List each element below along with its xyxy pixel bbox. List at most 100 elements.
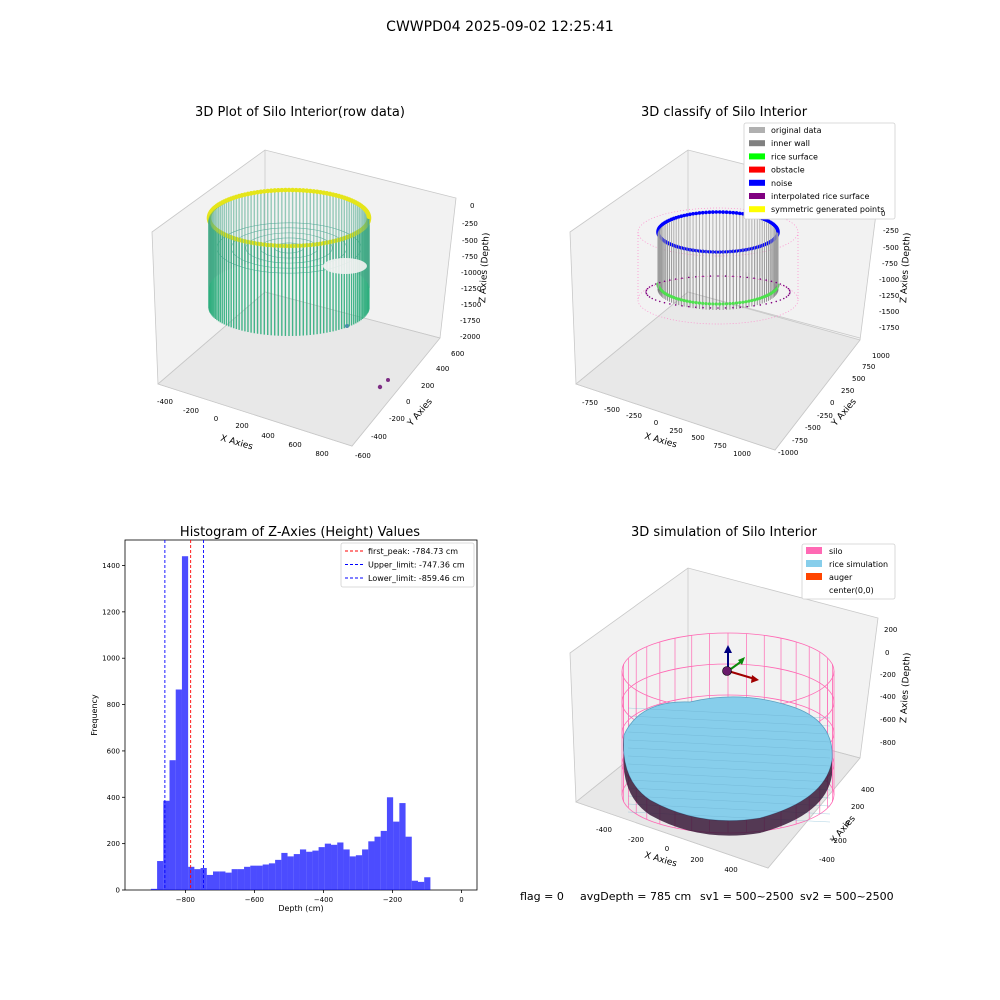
noise-point: [734, 211, 739, 215]
histogram-x-label: Depth (cm): [278, 904, 323, 913]
histogram-bar: [206, 874, 213, 890]
raw-wall-point: [286, 187, 292, 193]
rice-simulation-surface: [623, 696, 833, 836]
classify-x-tick: -750: [582, 399, 598, 407]
noise-point: [694, 211, 699, 216]
raw-z-ticks: 0 -250 -500 -750 -1000 -1250 -1500 -1750…: [460, 202, 481, 341]
classify-gridline: [575, 291, 689, 385]
raw-y-ticks: -600 -400 -200 0 200 400 600: [355, 350, 464, 460]
noise-point: [776, 229, 780, 233]
classify-legend-swatch: [749, 206, 765, 213]
interpolated-point: [694, 275, 697, 278]
flag-value: flag = 0: [520, 890, 564, 903]
interpolated-point: [702, 275, 704, 278]
histogram-bar: [424, 877, 431, 890]
histogram-y-tick-label: 1200: [102, 608, 120, 616]
interpolated-point: [785, 286, 788, 288]
raw-y-tick: -600: [355, 452, 371, 460]
simulation-legend-label: auger: [829, 573, 853, 582]
simulation-legend-swatch: [806, 547, 822, 554]
rice-surface-point: [728, 302, 732, 306]
classify-legend-label: interpolated rice surface: [771, 192, 869, 201]
interpolated-point: [651, 284, 654, 287]
noise-point: [679, 214, 684, 218]
simulation-legend-swatch: [806, 560, 822, 567]
interpolated-point: [765, 279, 767, 281]
interpolated-point: [788, 289, 791, 292]
interpolated-point: [732, 306, 734, 309]
simulation-z-tick: -400: [880, 693, 896, 701]
histogram-bar: [219, 871, 226, 890]
raw-wall-point: [307, 188, 313, 194]
raw-wall-point: [283, 187, 288, 193]
histogram-bar: [393, 821, 400, 890]
simulation-legend-swatch: [806, 586, 822, 593]
rice-surface-point: [758, 296, 762, 300]
simulation-y-tick: 0: [845, 820, 849, 828]
panel-histogram: Histogram of Z-Axies (Height) Values −80…: [90, 525, 478, 913]
noise-point: [731, 210, 736, 215]
simulation-x-tick: -200: [628, 836, 644, 844]
raw-gap: [323, 258, 367, 274]
interpolated-point: [669, 279, 671, 281]
noise-point: [707, 210, 712, 215]
raw-z-label: Z Axies (Depth): [478, 232, 492, 303]
panel-simulation-3d: 3D simulation of Silo Interior silo rice …: [569, 525, 913, 874]
noise-point: [700, 210, 705, 215]
raw-wall-points: [206, 187, 372, 336]
simulation-legend-frame: [801, 543, 896, 600]
classify-x-tick: 250: [669, 427, 682, 435]
center-marker: [722, 666, 732, 676]
interpolated-point: [788, 292, 791, 295]
raw-wall-point: [304, 188, 310, 194]
raw-z-tick: -500: [462, 237, 478, 245]
rice-surface-point: [741, 300, 745, 304]
histogram-bar: [175, 689, 182, 890]
classify-y-tick: 1000: [872, 352, 890, 360]
classify-legend-swatch: [749, 193, 765, 199]
raw-z-tick: -1500: [461, 301, 481, 309]
rice-surface-point: [744, 300, 748, 304]
rice-surface-mesh-line: [627, 707, 831, 719]
interpolated-point: [645, 291, 647, 293]
rice-surface-point: [714, 302, 718, 306]
histogram-bar: [374, 836, 381, 890]
noise-point: [721, 210, 725, 214]
interpolated-point: [775, 281, 778, 284]
histogram-bar: [231, 869, 238, 890]
histogram-bar: [262, 864, 269, 890]
raw-wall-point: [293, 187, 299, 193]
histogram-title: Histogram of Z-Axies (Height) Values: [180, 525, 420, 540]
simulation-y-tick: 400: [861, 786, 874, 794]
histogram-y-ticks: 0 200 400 600 800 1000 1200 1400: [102, 562, 125, 895]
histogram-bar: [318, 847, 325, 890]
histogram-x-tick-label: −800: [176, 896, 195, 904]
histogram-bar: [337, 842, 344, 890]
classify-legend-swatch: [749, 153, 765, 160]
classify-y-ticks: -1000 -750 -500 -250 0 250 500 750 1000: [778, 352, 890, 457]
noise-point: [685, 213, 689, 217]
rice-surface-point: [750, 298, 754, 303]
simulation-legend-label: center(0,0): [829, 586, 874, 595]
interpolated-point: [787, 294, 790, 297]
interpolated-point: [717, 307, 719, 309]
raw-x-tick: 800: [315, 450, 328, 458]
raw-outlier-point: [386, 378, 390, 382]
histogram-bar: [380, 830, 387, 890]
simulation-z-label: Z Axies (Depth): [899, 652, 913, 723]
panel-raw-3d: 3D Plot of Silo Interior(row data) -400 …: [151, 105, 492, 460]
avg-depth-value: avgDepth = 785 cm: [580, 890, 691, 903]
raw-y-tick: -400: [371, 433, 387, 441]
rice-surface-point: [731, 301, 735, 305]
histogram-legend-frame: [340, 542, 475, 588]
classify-y-tick: -250: [817, 412, 833, 420]
sv1-value: sv1 = 500~2500: [700, 890, 794, 903]
rice-surface-point: [755, 297, 759, 301]
rice-surface-point: [734, 301, 739, 305]
interpolated-point: [709, 307, 712, 309]
simulation-y-ticks: -400 -200 0 200 400: [819, 786, 874, 864]
classify-legend-label: symmetric generated points: [771, 205, 884, 214]
classify-points: [637, 207, 799, 325]
classify-legend-frame: [743, 122, 896, 220]
